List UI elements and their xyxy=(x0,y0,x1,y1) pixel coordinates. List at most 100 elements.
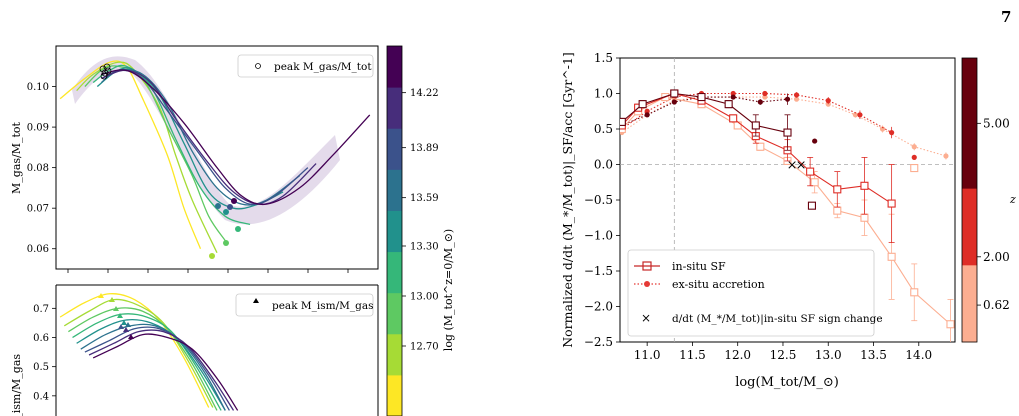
end-dot xyxy=(215,203,221,209)
colorbar-tick-label: 12.70 xyxy=(410,342,439,353)
right-colorbar-frame xyxy=(961,57,978,343)
peak-triangle xyxy=(121,320,127,325)
right-xlabel: log(M_tot/M_⊙) xyxy=(735,375,839,390)
in-situ-point xyxy=(724,100,733,109)
ex-situ-point xyxy=(793,96,800,102)
x-tick-label: 12.0 xyxy=(724,348,751,362)
series-line xyxy=(80,323,226,411)
y-tick-label: −2.0 xyxy=(584,300,613,314)
scatter-band xyxy=(72,56,340,225)
end-dots xyxy=(209,198,241,259)
colorbar-segment xyxy=(387,333,402,376)
end-dot xyxy=(223,209,229,215)
peak-marker xyxy=(103,63,111,71)
page-number: 7 xyxy=(1001,8,1012,26)
legend-ex-situ-marker xyxy=(644,281,650,287)
y-tick-label: 1.5 xyxy=(594,51,613,65)
left-top-frame xyxy=(55,45,379,270)
y-tick-label: 1.0 xyxy=(594,87,613,101)
series-line xyxy=(92,333,239,411)
ex-situ-point xyxy=(730,94,736,100)
colorbar-segment xyxy=(387,374,402,416)
ex-situ-point xyxy=(852,112,859,118)
colorbar-tick-label: 13.59 xyxy=(410,193,439,204)
y-tick-label: −0.5 xyxy=(584,193,613,207)
in-situ-point xyxy=(638,100,647,109)
colorbar-segment xyxy=(387,46,402,88)
left-colorbar-ticks: 12.70 13.00 13.30 13.59 13.89 14.22 xyxy=(402,88,439,353)
end-dot xyxy=(227,204,233,210)
legend-triangle-marker xyxy=(253,298,259,303)
left-colorbar-segments xyxy=(387,46,402,416)
y-tick-label: 0.4 xyxy=(33,391,49,402)
series-line xyxy=(76,318,226,411)
right-legend xyxy=(627,249,875,337)
y-tick-label: −1.0 xyxy=(584,229,613,243)
in-situ-point xyxy=(833,185,842,194)
series-line xyxy=(101,69,371,206)
left-top-legend xyxy=(237,54,374,78)
legend-circle-marker xyxy=(255,63,261,69)
y-tick-label: 0.06 xyxy=(27,244,49,255)
in-situ-point xyxy=(860,213,869,222)
left-top-axes: 0.06 0.07 0.08 0.09 0.10 xyxy=(27,82,349,273)
peak-marker xyxy=(100,72,108,80)
series-line xyxy=(72,313,222,411)
y-tick-label: 0.0 xyxy=(594,158,613,172)
colorbar-tick-label: 13.30 xyxy=(410,242,439,253)
x-tick-label: 12.5 xyxy=(770,348,797,362)
peak-triangle xyxy=(128,334,134,339)
y-tick-label: 0.7 xyxy=(33,304,49,315)
left-bottom-legend-label: peak M_ism/M_gas xyxy=(272,300,374,312)
left-top-series xyxy=(59,60,371,254)
in-situ-point xyxy=(810,178,819,187)
end-dot xyxy=(235,226,241,232)
legend-in-situ-label: in-situ SF xyxy=(672,260,726,273)
in-situ-point xyxy=(697,93,706,102)
ex-situ-point xyxy=(911,154,917,160)
left-bottom-axes: 0.4 0.5 0.6 0.7 xyxy=(33,304,56,402)
left-top-legend-label: peak M_gas/M_tot xyxy=(274,61,372,73)
y-tick-label: −2.5 xyxy=(584,335,613,349)
x-tick-label: 13.5 xyxy=(860,348,887,362)
in-situ-point xyxy=(620,117,626,126)
ex-situ-line xyxy=(621,96,947,157)
sign-change-marker: × xyxy=(787,158,798,173)
in-situ-point xyxy=(887,199,896,208)
ex-situ-point xyxy=(943,153,949,159)
peak-triangle xyxy=(117,313,123,318)
right-panel: ×× 11.0 11.5 12.0 12.5 13.0 13.5 14.01.51.00.5… xyxy=(560,51,956,390)
right-colorbar-segments xyxy=(962,58,977,343)
x-tick-label: 11.0 xyxy=(634,348,661,362)
left-top-ylabel: M_gas/M_tot xyxy=(10,121,23,194)
peak-triangle xyxy=(123,327,129,332)
ex-situ-point xyxy=(911,144,917,150)
colorbar-segment xyxy=(962,265,977,343)
right-colorbar-label: z xyxy=(1009,193,1016,206)
colorbar-tick-label: 5.00 xyxy=(983,116,1010,130)
in-situ-point xyxy=(807,201,816,210)
in-situ-point xyxy=(751,121,760,130)
left-bottom-legend xyxy=(235,293,374,317)
y-tick-label: 0.10 xyxy=(27,82,49,93)
peak-triangle xyxy=(109,297,115,302)
ex-situ-point xyxy=(784,96,791,102)
y-tick-label: 0.5 xyxy=(594,122,613,136)
series-line xyxy=(76,61,218,254)
in-situ-point xyxy=(833,206,842,215)
peak-markers xyxy=(99,63,112,80)
series-line xyxy=(84,65,226,241)
legend-cross-marker: × xyxy=(641,311,651,325)
in-situ-point xyxy=(783,128,792,137)
series-line xyxy=(92,64,251,226)
y-tick-label: −1.5 xyxy=(584,264,613,278)
y-tick-label: 0.08 xyxy=(27,163,49,174)
colorbar-segment xyxy=(387,128,402,170)
x-tick-label: 13.0 xyxy=(815,348,842,362)
in-situ-point xyxy=(756,142,765,151)
series-line xyxy=(63,298,214,408)
colorbar-tick-label: 14.22 xyxy=(410,88,439,99)
series-line xyxy=(88,329,235,411)
peak-marker xyxy=(104,67,112,75)
left-bottom-ylabel: M_ism/M_gas xyxy=(10,354,23,416)
